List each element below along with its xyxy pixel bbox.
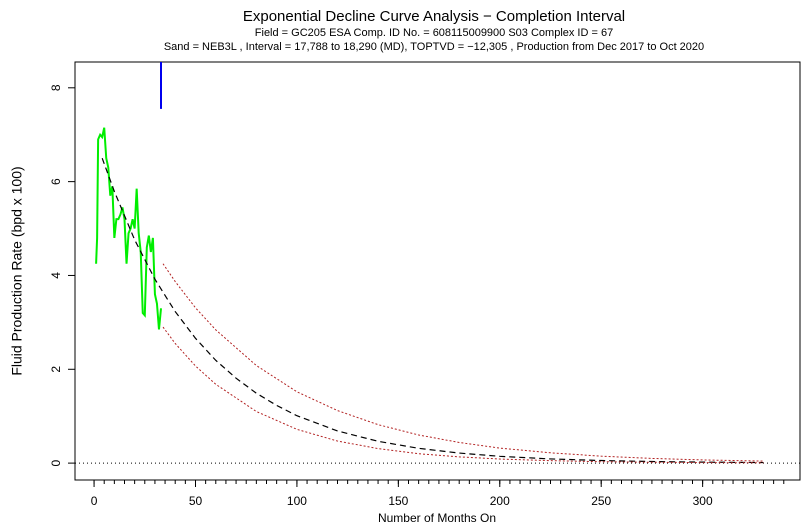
x-tick-label: 250 [591,494,611,508]
series-line [101,157,764,464]
x-tick-label: 50 [189,494,203,508]
x-tick-label: 200 [490,494,510,508]
y-tick-label: 2 [49,366,63,373]
x-tick-label: 0 [91,494,98,508]
y-axis-label: Fluid Production Rate (bpd x 100) [9,166,25,375]
series-line [162,263,764,462]
y-tick-label: 8 [49,84,63,91]
x-tick-label: 300 [693,494,713,508]
y-tick-label: 6 [49,178,63,185]
y-tick-label: 4 [49,272,63,279]
plot-area [75,62,800,464]
chart-subtitle: Field = GC205 ESA Comp. ID No. = 6081150… [255,27,613,39]
series-line [95,127,163,330]
plot-frame [74,61,801,481]
x-axis-label: Number of Months On [378,511,496,525]
series-line [162,326,764,464]
x-tick-label: 150 [388,494,408,508]
x-tick-label: 100 [287,494,307,508]
chart-subtitle: Sand = NEB3L , Interval = 17,788 to 18,2… [164,41,704,53]
y-tick-label: 0 [49,459,63,466]
chart-title: Exponential Decline Curve Analysis − Com… [243,8,625,25]
